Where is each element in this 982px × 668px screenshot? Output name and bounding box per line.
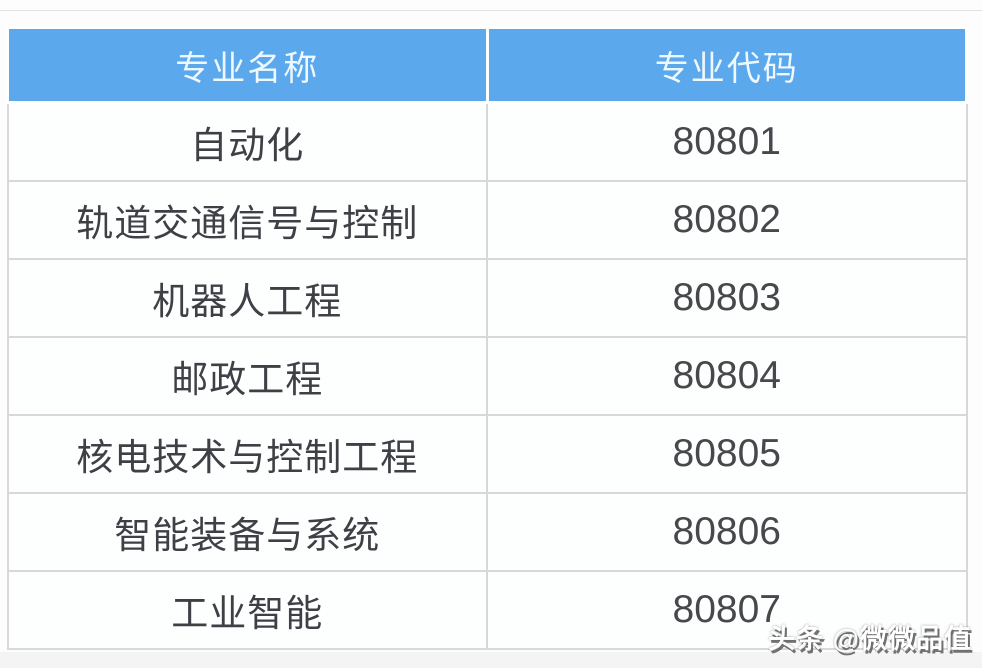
- majors-table-container: 专业名称 专业代码 自动化 80801 轨道交通信号与控制 80802 机器人工…: [6, 26, 968, 650]
- table-row: 核电技术与控制工程 80805: [6, 414, 968, 494]
- major-code-cell: 80805: [486, 414, 968, 494]
- column-header-major-code: 专业代码: [485, 26, 968, 104]
- major-name-cell: 自动化: [6, 101, 488, 182]
- major-name-cell: 机器人工程: [6, 258, 488, 338]
- table-row: 机器人工程 80803: [6, 258, 968, 338]
- table-row: 智能装备与系统 80806: [6, 492, 968, 572]
- major-code-cell: 80803: [486, 258, 968, 338]
- top-divider-line: [0, 10, 982, 11]
- table-row: 工业智能 80807: [6, 570, 968, 650]
- toutiao-watermark: 头条 @微微品值: [768, 624, 972, 654]
- major-code-cell: 80807: [486, 570, 968, 650]
- column-header-major-name: 专业名称: [6, 26, 489, 104]
- major-code-cell: 80804: [486, 336, 968, 416]
- major-name-cell: 邮政工程: [6, 336, 488, 416]
- major-code-cell: 80806: [486, 492, 968, 572]
- bottom-background-strip: [0, 652, 982, 668]
- table-row: 轨道交通信号与控制 80802: [6, 180, 968, 260]
- major-name-cell: 工业智能: [6, 570, 488, 650]
- major-name-cell: 核电技术与控制工程: [6, 414, 488, 494]
- major-name-cell: 智能装备与系统: [6, 492, 488, 572]
- major-name-cell: 轨道交通信号与控制: [6, 180, 488, 260]
- major-code-cell: 80802: [486, 180, 968, 260]
- majors-table: 专业名称 专业代码 自动化 80801 轨道交通信号与控制 80802 机器人工…: [6, 26, 968, 650]
- table-row: 邮政工程 80804: [6, 336, 968, 416]
- table-header-row: 专业名称 专业代码: [6, 26, 968, 104]
- major-code-cell: 80801: [486, 101, 968, 182]
- table-row: 自动化 80801: [6, 101, 968, 182]
